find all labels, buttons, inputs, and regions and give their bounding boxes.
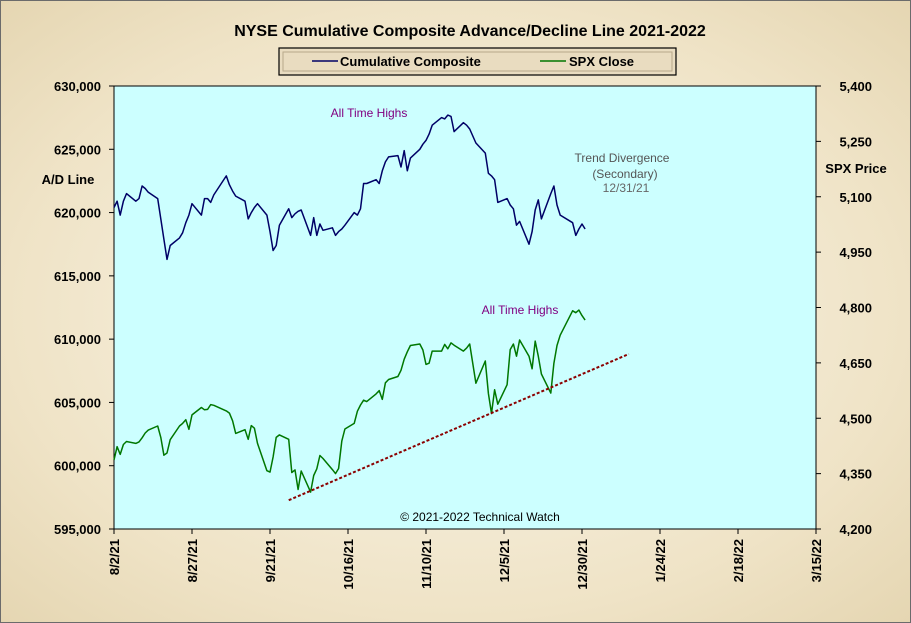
left-tick-label: 595,000 bbox=[54, 522, 101, 537]
left-axis-label: A/D Line bbox=[42, 172, 95, 187]
left-tick-label: 625,000 bbox=[54, 142, 101, 157]
x-tick-label: 12/5/21 bbox=[497, 539, 512, 582]
right-axis-label: SPX Price bbox=[825, 161, 886, 176]
right-tick-label: 5,400 bbox=[839, 79, 872, 94]
legend-inner bbox=[282, 51, 673, 72]
x-tick-label: 2/18/22 bbox=[731, 539, 746, 582]
x-tick-label: 3/15/22 bbox=[809, 539, 824, 582]
legend-label-composite: Cumulative Composite bbox=[340, 54, 481, 69]
composite-line bbox=[113, 114, 586, 261]
right-tick-label: 4,800 bbox=[839, 301, 872, 316]
left-tick-label: 620,000 bbox=[54, 206, 101, 221]
left-tick-label: 615,000 bbox=[54, 269, 101, 284]
spx-line bbox=[113, 309, 586, 493]
left-tick-label: 605,000 bbox=[54, 395, 101, 410]
right-tick-label: 5,250 bbox=[839, 134, 872, 149]
left-tick-label: 610,000 bbox=[54, 332, 101, 347]
plot-area bbox=[113, 85, 817, 530]
x-tick-label: 8/2/21 bbox=[107, 539, 122, 575]
x-tick-label: 1/24/22 bbox=[653, 539, 668, 582]
annotation-trend-divergence: Trend Divergence bbox=[575, 151, 670, 165]
right-tick-label: 4,650 bbox=[839, 356, 872, 371]
left-tick-label: 630,000 bbox=[54, 79, 101, 94]
copyright-text: © 2021-2022 Technical Watch bbox=[400, 510, 560, 524]
right-tick-label: 4,200 bbox=[839, 522, 872, 537]
right-tick-label: 4,500 bbox=[839, 411, 872, 426]
right-tick-label: 4,950 bbox=[839, 245, 872, 260]
annotation-secondary: (Secondary) bbox=[592, 167, 657, 181]
legend: Cumulative Composite SPX Close bbox=[278, 47, 677, 76]
annotation-ath-composite: All Time Highs bbox=[331, 106, 408, 120]
x-tick-label: 11/10/21 bbox=[419, 539, 434, 589]
x-tick-label: 10/16/21 bbox=[341, 539, 356, 590]
right-tick-label: 5,100 bbox=[839, 190, 872, 205]
right-tick-label: 4,350 bbox=[839, 467, 872, 482]
annotation-ath-spx: All Time Highs bbox=[482, 303, 559, 317]
trend-line bbox=[288, 353, 630, 502]
legend-label-spx: SPX Close bbox=[569, 54, 634, 69]
annotation-date: 12/31/21 bbox=[603, 181, 650, 195]
x-tick-label: 12/30/21 bbox=[575, 539, 590, 590]
chart-title: NYSE Cumulative Composite Advance/Declin… bbox=[234, 23, 706, 40]
x-tick-label: 9/21/21 bbox=[263, 539, 278, 582]
x-tick-label: 8/27/21 bbox=[185, 539, 200, 582]
left-tick-label: 600,000 bbox=[54, 459, 101, 474]
